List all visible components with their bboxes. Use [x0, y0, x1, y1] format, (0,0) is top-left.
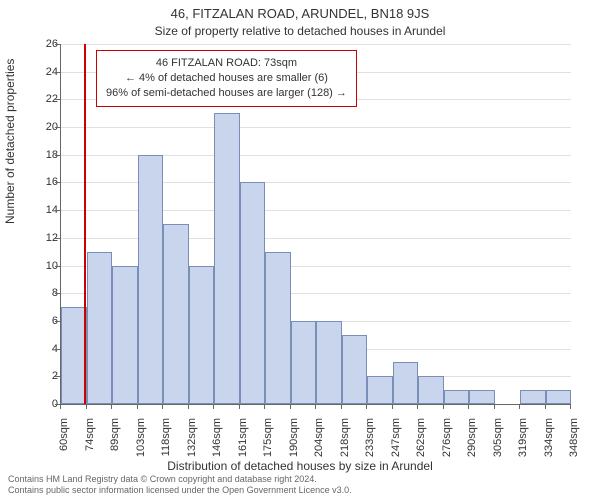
y-tick-label: 2: [30, 370, 58, 382]
x-tick-mark: [545, 404, 546, 409]
chart-subtitle: Size of property relative to detached ho…: [0, 24, 600, 38]
bar: [520, 390, 546, 404]
y-tick-label: 24: [30, 66, 58, 78]
x-tick-mark: [188, 404, 189, 409]
x-tick-label: 74sqm: [84, 418, 96, 462]
x-tick-mark: [366, 404, 367, 409]
x-tick-label: 247sqm: [390, 418, 402, 462]
x-axis-label: Distribution of detached houses by size …: [0, 459, 600, 473]
x-tick-label: 319sqm: [517, 418, 529, 462]
bar: [342, 335, 368, 404]
bar: [367, 376, 393, 404]
y-tick-label: 20: [30, 121, 58, 133]
x-tick-label: 204sqm: [313, 418, 325, 462]
x-tick-mark: [137, 404, 138, 409]
y-tick-label: 14: [30, 204, 58, 216]
x-tick-label: 118sqm: [160, 418, 172, 462]
x-tick-mark: [341, 404, 342, 409]
bar: [316, 321, 342, 404]
callout-box: 46 FITZALAN ROAD: 73sqm ← 4% of detached…: [96, 50, 357, 107]
x-tick-mark: [468, 404, 469, 409]
bar: [393, 362, 419, 404]
marker-line: [84, 44, 86, 404]
bar: [214, 113, 240, 404]
x-tick-label: 161sqm: [237, 418, 249, 462]
y-tick-label: 18: [30, 149, 58, 161]
bar: [61, 307, 87, 404]
x-tick-label: 132sqm: [186, 418, 198, 462]
x-tick-mark: [60, 404, 61, 409]
x-tick-mark: [315, 404, 316, 409]
y-axis-label: Number of detached properties: [3, 59, 17, 224]
x-tick-label: 290sqm: [466, 418, 478, 462]
bar: [291, 321, 317, 404]
bar: [265, 252, 291, 404]
gridline: [61, 44, 571, 45]
x-tick-mark: [86, 404, 87, 409]
y-tick-label: 16: [30, 176, 58, 188]
bar: [469, 390, 495, 404]
x-tick-mark: [264, 404, 265, 409]
bar: [189, 266, 215, 404]
y-tick-label: 22: [30, 93, 58, 105]
chart-container: 46, FITZALAN ROAD, ARUNDEL, BN18 9JS Siz…: [0, 0, 600, 500]
x-tick-label: 60sqm: [58, 418, 70, 462]
x-tick-mark: [417, 404, 418, 409]
callout-line-2: ← 4% of detached houses are smaller (6): [106, 71, 347, 86]
plot-area: 46 FITZALAN ROAD: 73sqm ← 4% of detached…: [60, 44, 571, 405]
x-tick-label: 233sqm: [364, 418, 376, 462]
callout-line-3: 96% of semi-detached houses are larger (…: [106, 86, 347, 101]
y-tick-label: 26: [30, 38, 58, 50]
attribution-line-1: Contains HM Land Registry data © Crown c…: [8, 474, 352, 485]
bar: [112, 266, 138, 404]
x-tick-label: 146sqm: [211, 418, 223, 462]
x-tick-label: 262sqm: [415, 418, 427, 462]
y-tick-label: 6: [30, 315, 58, 327]
x-tick-label: 103sqm: [135, 418, 147, 462]
x-tick-label: 89sqm: [109, 418, 121, 462]
x-tick-label: 190sqm: [288, 418, 300, 462]
x-tick-mark: [443, 404, 444, 409]
y-tick-label: 0: [30, 398, 58, 410]
x-tick-label: 175sqm: [262, 418, 274, 462]
y-tick-label: 8: [30, 287, 58, 299]
bar: [418, 376, 444, 404]
bar: [444, 390, 470, 404]
y-tick-label: 10: [30, 260, 58, 272]
x-tick-mark: [213, 404, 214, 409]
x-tick-mark: [290, 404, 291, 409]
bar: [240, 182, 266, 404]
callout-line-1: 46 FITZALAN ROAD: 73sqm: [106, 56, 347, 71]
x-tick-mark: [570, 404, 571, 409]
x-tick-mark: [239, 404, 240, 409]
attribution-line-2: Contains public sector information licen…: [8, 485, 352, 496]
x-tick-label: 218sqm: [339, 418, 351, 462]
bar: [546, 390, 572, 404]
bar: [138, 155, 164, 404]
x-tick-label: 276sqm: [441, 418, 453, 462]
x-tick-label: 334sqm: [543, 418, 555, 462]
x-tick-label: 305sqm: [492, 418, 504, 462]
x-tick-mark: [162, 404, 163, 409]
gridline: [61, 127, 571, 128]
y-tick-label: 4: [30, 343, 58, 355]
x-tick-label: 348sqm: [568, 418, 580, 462]
page-title: 46, FITZALAN ROAD, ARUNDEL, BN18 9JS: [0, 6, 600, 21]
y-tick-label: 12: [30, 232, 58, 244]
bar: [87, 252, 113, 404]
x-tick-mark: [392, 404, 393, 409]
attribution: Contains HM Land Registry data © Crown c…: [8, 474, 352, 497]
x-tick-mark: [519, 404, 520, 409]
x-tick-mark: [111, 404, 112, 409]
x-tick-mark: [494, 404, 495, 409]
bar: [163, 224, 189, 404]
